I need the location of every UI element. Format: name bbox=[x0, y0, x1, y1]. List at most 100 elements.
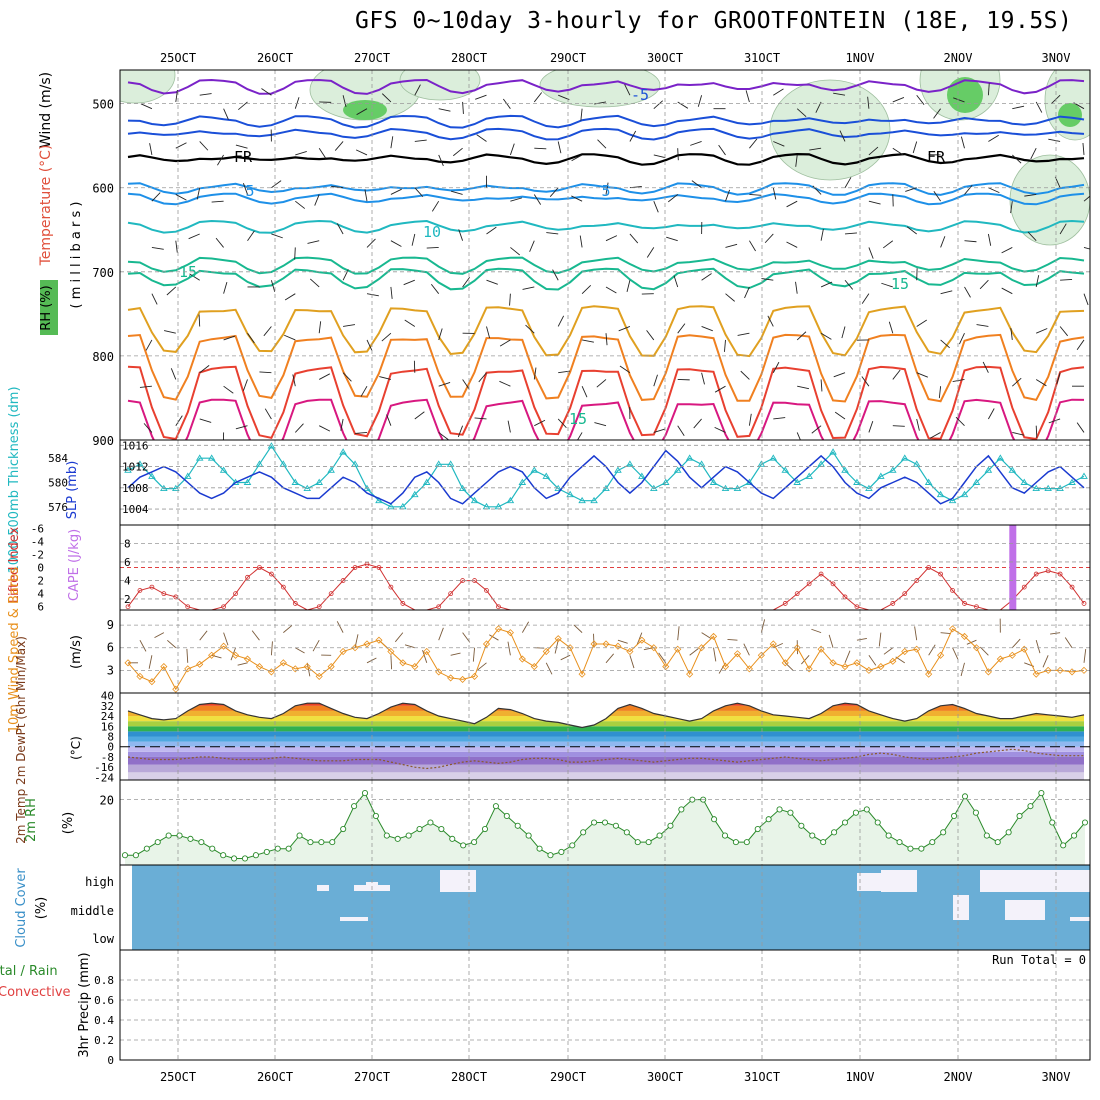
thickness-point bbox=[685, 454, 694, 461]
wind-barb bbox=[892, 369, 901, 380]
upper-air-panel: -5 FR FR 5 5 10 15 15 15 bbox=[120, 70, 1090, 440]
wind-barb bbox=[1035, 425, 1038, 438]
wind-barb bbox=[677, 323, 686, 334]
wind-barb bbox=[271, 233, 283, 239]
wind-barb bbox=[294, 97, 300, 109]
rh-point bbox=[132, 852, 139, 859]
rh-point bbox=[514, 822, 521, 829]
rh-point bbox=[209, 845, 216, 852]
wind-barb bbox=[916, 372, 928, 378]
wind-barb bbox=[438, 108, 451, 112]
wind-barb-10m bbox=[928, 644, 936, 656]
wind-barb bbox=[426, 246, 439, 249]
wind-speed-point bbox=[327, 663, 335, 671]
wind-speed-point bbox=[721, 663, 730, 671]
cloud-clear-patch bbox=[378, 885, 390, 891]
wind-barb bbox=[605, 182, 609, 195]
rh-point bbox=[754, 825, 761, 833]
wind-barb bbox=[795, 154, 798, 167]
thickness-point bbox=[351, 460, 359, 467]
rh-point bbox=[394, 835, 401, 842]
wind-barb bbox=[940, 339, 950, 349]
rh-point bbox=[241, 855, 249, 862]
li-point bbox=[448, 591, 454, 597]
wind-speed-point bbox=[793, 644, 801, 652]
temp-band bbox=[120, 693, 1090, 701]
temp-band bbox=[128, 764, 1084, 773]
li-point bbox=[185, 604, 191, 610]
rh-point bbox=[318, 839, 325, 846]
rh-point bbox=[983, 832, 990, 839]
wind-barb bbox=[242, 379, 248, 391]
temp-panel bbox=[120, 693, 1090, 780]
wind-speed-point bbox=[291, 665, 299, 673]
temperature-contour bbox=[127, 333, 1085, 403]
li-point bbox=[125, 604, 131, 610]
wind-speed-point bbox=[590, 640, 598, 648]
wind-barb bbox=[431, 200, 440, 212]
wind-barb bbox=[199, 93, 212, 96]
wind-barb bbox=[1030, 148, 1037, 160]
wind-panel bbox=[124, 618, 1088, 693]
wind-barb bbox=[988, 134, 999, 142]
wind-barb bbox=[318, 373, 331, 380]
wind-barb bbox=[198, 314, 201, 327]
wind-barb bbox=[714, 426, 726, 433]
wind-barb bbox=[476, 134, 487, 142]
wind-barb bbox=[964, 184, 973, 195]
wind-barb-10m bbox=[1035, 640, 1041, 654]
temp-tick: -16 bbox=[94, 761, 114, 774]
wind-barb bbox=[390, 240, 402, 247]
wind-speed-point bbox=[614, 642, 622, 650]
wind-barb bbox=[979, 279, 989, 290]
wind-speed-point bbox=[423, 647, 431, 656]
wind-barb-10m bbox=[701, 632, 711, 639]
thickness-point bbox=[638, 472, 646, 479]
wind-barb-10m bbox=[605, 653, 615, 664]
wind-barb bbox=[725, 293, 735, 302]
rh-point bbox=[187, 835, 194, 842]
wind-barb bbox=[309, 278, 320, 288]
contour-label: 5 bbox=[245, 182, 254, 200]
wind-barb bbox=[557, 418, 567, 429]
wind-barb bbox=[414, 139, 427, 142]
wind-barb bbox=[474, 417, 487, 420]
wind-speed-point bbox=[972, 644, 981, 652]
wind-barb bbox=[844, 177, 852, 188]
wind-barb bbox=[438, 154, 444, 167]
li-point bbox=[854, 604, 860, 610]
panel-frame-7 bbox=[119, 949, 1091, 1061]
rh-point bbox=[492, 803, 499, 810]
wind-barb bbox=[892, 97, 905, 103]
rh-point bbox=[591, 819, 598, 826]
wind-barb-10m bbox=[545, 662, 553, 675]
wind-barb-10m bbox=[154, 632, 165, 639]
rh-point bbox=[798, 822, 805, 829]
wind-barb bbox=[1012, 105, 1025, 110]
wind-barb bbox=[366, 339, 373, 351]
ylabel-convective: Convective bbox=[0, 985, 71, 1000]
temp-tick: 16 bbox=[101, 720, 114, 733]
thickness-point bbox=[195, 454, 204, 461]
rh-point bbox=[896, 839, 903, 846]
wind-barb bbox=[982, 361, 989, 373]
wind-barb bbox=[786, 200, 798, 208]
wind-barb bbox=[960, 136, 965, 149]
cloud-clear-patch bbox=[881, 870, 917, 892]
wind-speed-point bbox=[315, 672, 323, 680]
wind-barb bbox=[605, 235, 618, 242]
temperature-contour bbox=[127, 182, 1085, 196]
wind-barb bbox=[342, 372, 352, 382]
wind-speed-point bbox=[208, 651, 216, 659]
wind-barb bbox=[580, 108, 583, 121]
wind-barb-10m bbox=[472, 647, 475, 662]
rh-point bbox=[460, 842, 467, 849]
temperature-contour bbox=[127, 152, 1085, 166]
rh-point bbox=[438, 825, 445, 833]
thickness-point bbox=[578, 496, 586, 504]
wind-barb bbox=[235, 425, 248, 430]
cloud-clear-patch bbox=[980, 870, 1090, 892]
wind-barb bbox=[868, 146, 879, 156]
thickness-point bbox=[948, 496, 957, 504]
rh-point bbox=[1005, 829, 1012, 836]
